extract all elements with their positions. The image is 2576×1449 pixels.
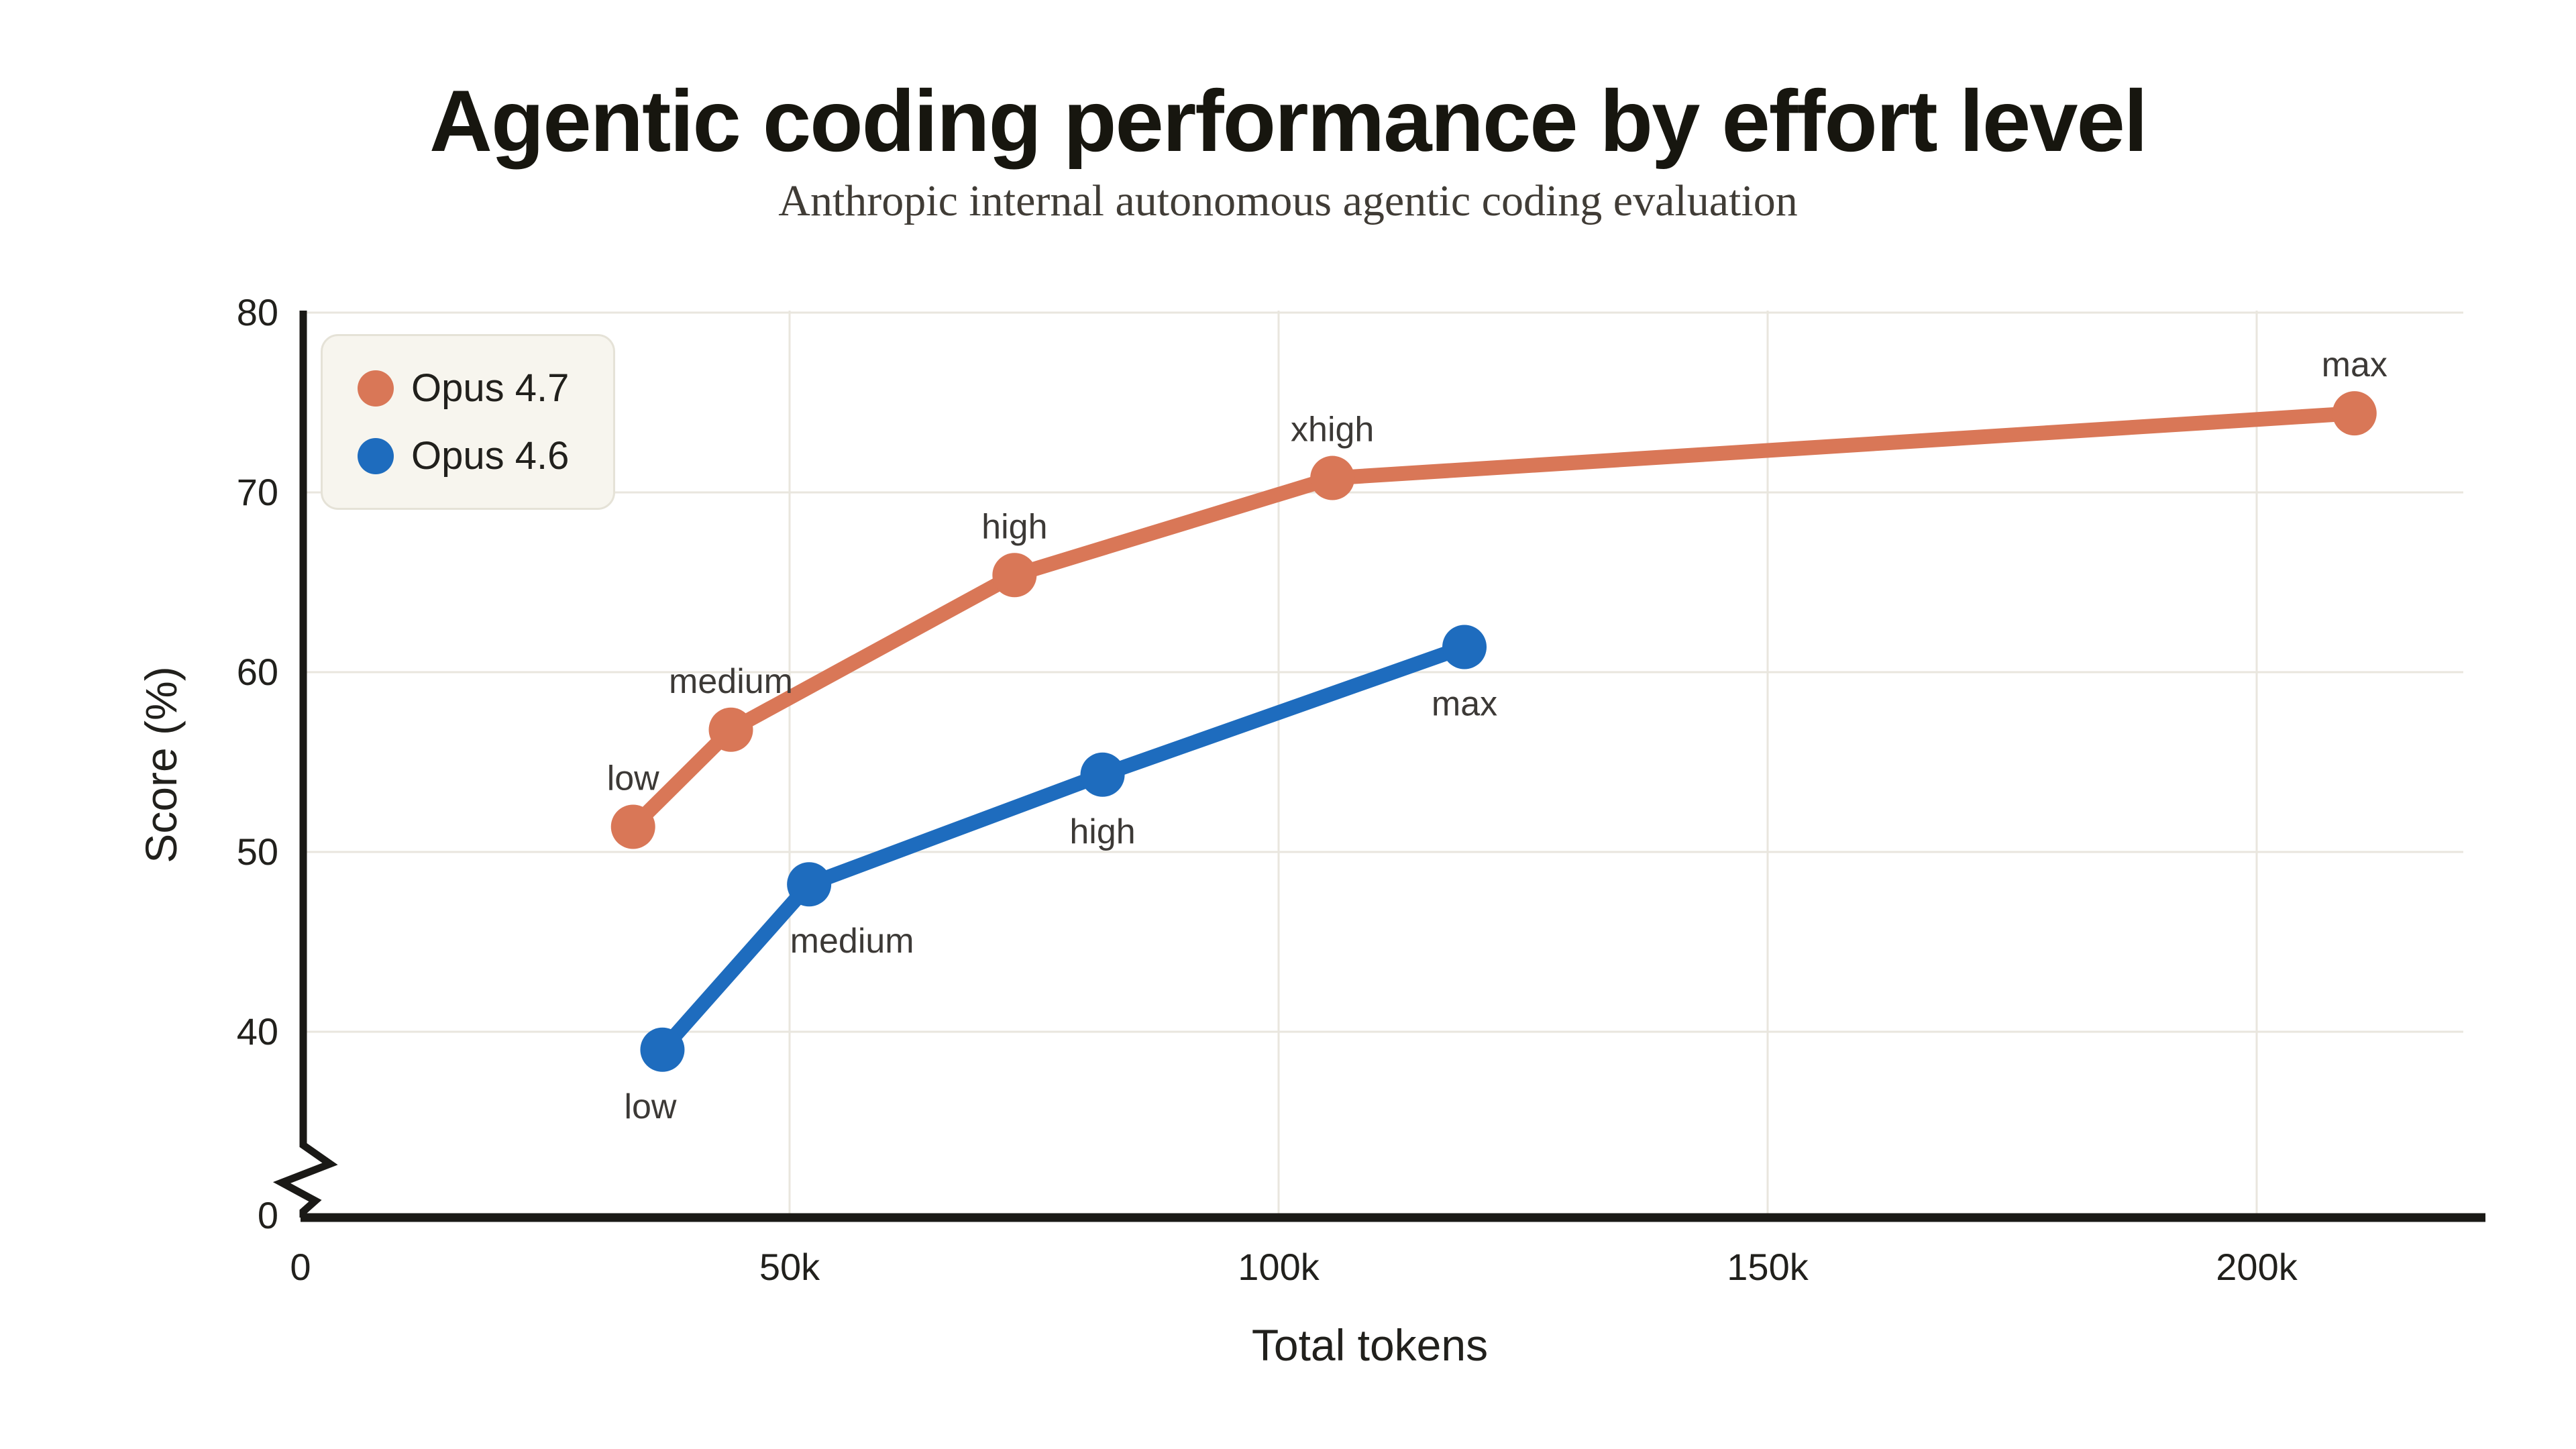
y-tick-label-50: 50 — [237, 830, 278, 873]
point-label-opus-4-6-low: low — [624, 1087, 676, 1126]
data-point-opus-4-6-max — [1442, 625, 1487, 669]
point-label-opus-4-7-max: max — [2322, 345, 2387, 384]
legend-item-opus-4-7: Opus 4.7 — [358, 366, 569, 411]
legend-item-opus-4-6: Opus 4.6 — [358, 433, 569, 478]
data-point-opus-4-7-xhigh — [1310, 455, 1355, 500]
y-axis-label: Score (%) — [136, 666, 186, 863]
point-label-opus-4-7-xhigh: xhigh — [1291, 411, 1374, 449]
y-tick-label-40: 40 — [237, 1010, 278, 1053]
x-tick-label-100k: 100k — [1238, 1246, 1320, 1288]
point-label-opus-4-7-low: low — [607, 759, 659, 798]
data-point-opus-4-7-low — [610, 804, 655, 849]
data-point-opus-4-6-low — [640, 1027, 685, 1072]
y-tick-label-60: 60 — [237, 651, 278, 693]
y-tick-label-0: 0 — [258, 1194, 278, 1236]
legend-label-opus-4-6: Opus 4.6 — [411, 434, 570, 478]
x-tick-label-200k: 200k — [2216, 1246, 2298, 1288]
legend-swatch-opus-4-7 — [358, 370, 394, 407]
x-axis-label: Total tokens — [1251, 1320, 1489, 1370]
data-point-opus-4-7-max — [2332, 391, 2377, 436]
chart-subtitle: Anthropic internal autonomous agentic co… — [778, 176, 1798, 225]
x-tick-label-150k: 150k — [1727, 1246, 1809, 1288]
y-axis-line-with-break — [272, 311, 338, 1218]
legend-box: Opus 4.7 Opus 4.6 — [321, 334, 616, 510]
point-label-opus-4-6-max: max — [1432, 684, 1497, 723]
chart-title: Agentic coding performance by effort lev… — [429, 72, 2148, 170]
point-label-opus-4-6-high: high — [1069, 812, 1135, 851]
y-tick-label-80: 80 — [237, 291, 278, 333]
series-line-opus-4-6 — [655, 639, 1472, 1057]
point-label-opus-4-6-medium: medium — [790, 922, 914, 961]
point-label-opus-4-7-medium: medium — [669, 662, 793, 701]
data-point-opus-4-6-medium — [787, 862, 832, 907]
data-point-opus-4-7-medium — [708, 707, 753, 752]
point-label-opus-4-7-high: high — [981, 507, 1047, 546]
legend-label-opus-4-7: Opus 4.7 — [411, 366, 570, 410]
x-tick-label-0: 0 — [290, 1246, 311, 1288]
series-line-opus-4-7 — [625, 406, 2362, 835]
data-point-opus-4-7-high — [992, 553, 1037, 598]
x-tick-label-50k: 50k — [759, 1246, 820, 1288]
legend-swatch-opus-4-6 — [358, 437, 394, 474]
y-tick-label-70: 70 — [237, 471, 278, 513]
data-point-opus-4-6-high — [1080, 752, 1125, 797]
